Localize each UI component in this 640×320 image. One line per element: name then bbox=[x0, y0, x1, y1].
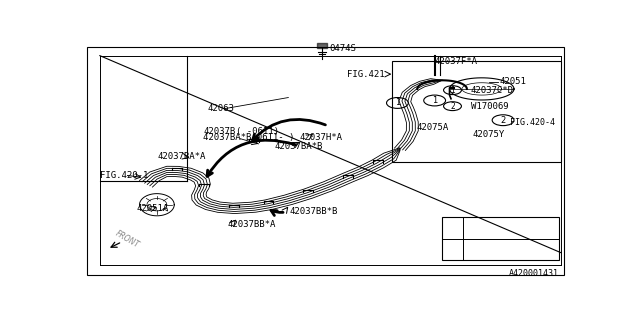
Text: 1: 1 bbox=[395, 99, 400, 108]
Text: 42037BA*B: 42037BA*B bbox=[275, 141, 323, 151]
Bar bbox=[442, 217, 559, 260]
Text: 42037BB*A: 42037BB*A bbox=[228, 220, 276, 229]
Text: 42037H*A: 42037H*A bbox=[300, 133, 342, 142]
Text: FRONT: FRONT bbox=[114, 229, 141, 250]
Text: 42075Y: 42075Y bbox=[473, 131, 505, 140]
Text: ( -0611): ( -0611) bbox=[236, 127, 279, 136]
Text: 42037BA*B(0611- ): 42037BA*B(0611- ) bbox=[203, 133, 294, 142]
Text: 42037F*A: 42037F*A bbox=[435, 57, 477, 66]
Text: 1: 1 bbox=[450, 86, 455, 95]
Text: 2: 2 bbox=[500, 116, 506, 125]
Text: FIG.420-4: FIG.420-4 bbox=[510, 118, 555, 127]
Text: 42037BA*A: 42037BA*A bbox=[158, 152, 206, 161]
Text: 1: 1 bbox=[432, 96, 437, 105]
Bar bbox=[392, 60, 561, 162]
Text: 42037BB*B: 42037BB*B bbox=[289, 207, 338, 216]
Text: 2: 2 bbox=[450, 102, 455, 111]
Text: 42051A: 42051A bbox=[136, 204, 168, 213]
Text: 42051: 42051 bbox=[499, 77, 526, 86]
Text: 0474S: 0474S bbox=[329, 44, 356, 53]
Text: 42037B: 42037B bbox=[203, 127, 236, 136]
Text: A420001431: A420001431 bbox=[509, 269, 559, 278]
Text: W170069: W170069 bbox=[471, 102, 508, 111]
Text: FIG.421: FIG.421 bbox=[347, 70, 385, 79]
Text: 42063: 42063 bbox=[208, 104, 235, 113]
Text: 42037C*D: 42037C*D bbox=[471, 86, 514, 95]
Text: FIG.420-1: FIG.420-1 bbox=[100, 171, 148, 180]
Text: 42075A: 42075A bbox=[416, 123, 449, 132]
